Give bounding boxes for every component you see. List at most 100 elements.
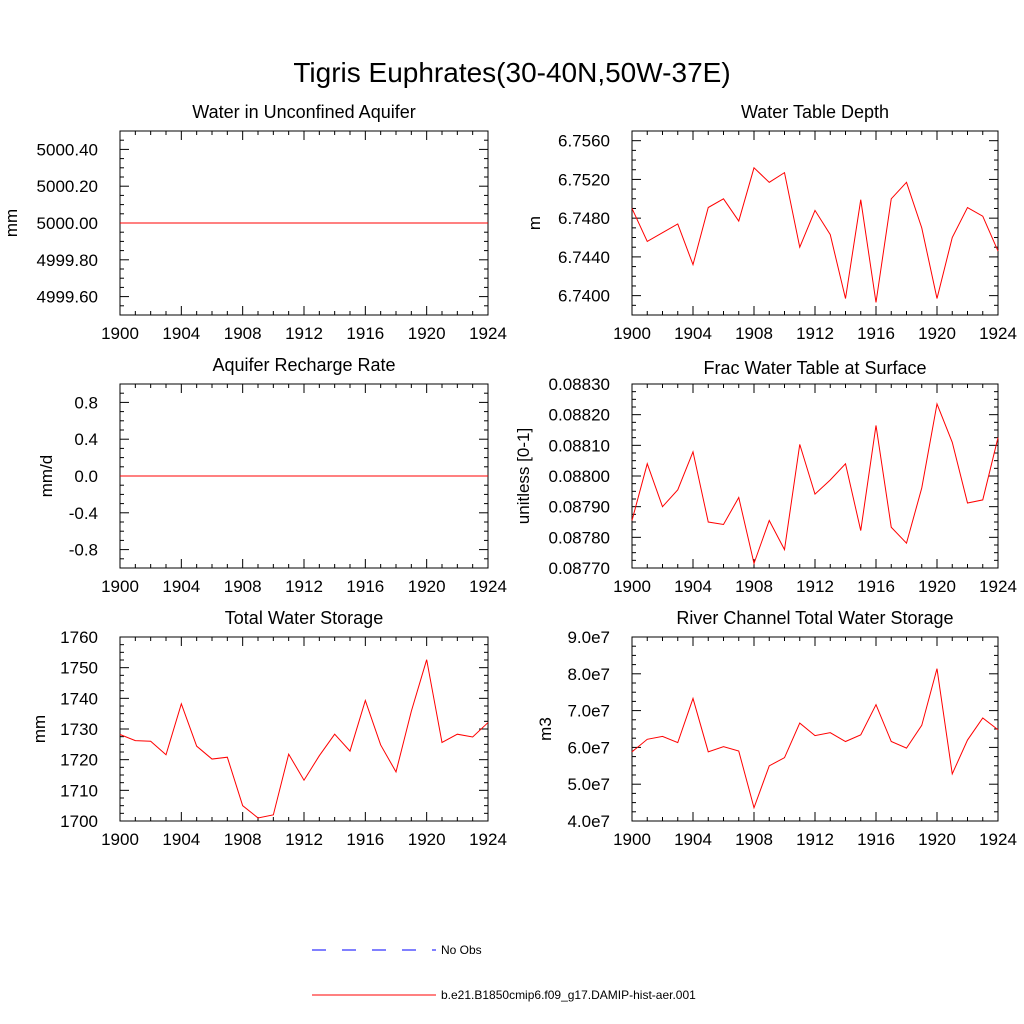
x-tick-label: 1920 (408, 830, 446, 849)
y-tick-label: 4.0e7 (567, 812, 610, 831)
x-tick-label: 1912 (285, 830, 323, 849)
y-tick-label: 6.7560 (558, 132, 610, 151)
x-tick-label: 1924 (979, 830, 1017, 849)
y-tick-label: 0.08810 (549, 436, 610, 455)
x-tick-label: 1900 (613, 324, 651, 343)
x-tick-label: 1904 (674, 830, 712, 849)
y-tick-label: 7.0e7 (567, 702, 610, 721)
x-tick-label: 1916 (346, 830, 384, 849)
x-tick-label: 1912 (285, 577, 323, 596)
panel-5: Total Water Storage 1900 1904 1908 1912 1916 1… (30, 608, 507, 849)
x-tick-label: 1900 (101, 830, 139, 849)
x-tick-label: 1904 (162, 830, 200, 849)
y-tick-label: 1720 (60, 751, 98, 770)
y-tick-label: 0.0 (74, 467, 98, 486)
x-tick-label: 1900 (101, 324, 139, 343)
panel-title: Total Water Storage (225, 608, 383, 628)
x-tick-label: 1904 (162, 324, 200, 343)
x-tick-label: 1908 (224, 577, 262, 596)
y-tick-label: 1700 (60, 812, 98, 831)
x-tick-label: 1924 (979, 577, 1017, 596)
x-tick-label: 1904 (162, 577, 200, 596)
x-tick-label: 1904 (674, 577, 712, 596)
y-tick-label: 1740 (60, 689, 98, 708)
series-line (631, 668, 999, 810)
x-tick-label: 1916 (857, 324, 895, 343)
panel-title: River Channel Total Water Storage (676, 608, 953, 628)
x-tick-label: 1900 (101, 577, 139, 596)
y-axis-label: m (525, 216, 544, 230)
x-tick-label: 1916 (857, 577, 895, 596)
x-tick-label: 1924 (469, 577, 507, 596)
y-tick-label: 0.4 (74, 430, 98, 449)
x-tick-label: 1908 (735, 577, 773, 596)
legend-label: b.e21.B1850cmip6.f09_g17.DAMIP-hist-aer.… (441, 988, 696, 1002)
x-tick-label: 1912 (796, 830, 834, 849)
x-tick-label: 1920 (918, 830, 956, 849)
x-tick-label: 1900 (613, 830, 651, 849)
y-tick-label: 6.7440 (558, 248, 610, 267)
y-tick-label: 0.08780 (549, 528, 610, 547)
panel-4: Frac Water Table at Surface 1900 1904 1908 1… (514, 358, 1017, 596)
plot-frame (631, 636, 999, 822)
y-tick-label: 0.08800 (549, 467, 610, 486)
y-tick-label: 4999.80 (37, 251, 98, 270)
y-tick-label: 1760 (60, 628, 98, 647)
x-tick-label: 1908 (224, 324, 262, 343)
y-tick-label: -0.8 (69, 541, 98, 560)
plot-frame (119, 636, 489, 822)
y-tick-label: 6.7520 (558, 170, 610, 189)
x-tick-label: 1912 (796, 577, 834, 596)
y-tick-label: 6.7480 (558, 209, 610, 228)
plot-frame (631, 130, 999, 316)
panel-2: Water Table Depth 1900 1904 1908 1912 1916 192… (525, 102, 1017, 343)
panels: Water in Unconfined Aquifer 1900 1904 1908 1… (2, 102, 1017, 849)
y-tick-label: -0.4 (69, 504, 98, 523)
panel-title: Water in Unconfined Aquifer (192, 102, 415, 122)
panel-1: Water in Unconfined Aquifer 1900 1904 1908 1… (2, 102, 507, 343)
y-tick-label: 6.0e7 (567, 738, 610, 757)
x-tick-label: 1908 (735, 324, 773, 343)
y-tick-label: 0.08830 (549, 375, 610, 394)
y-tick-label: 1750 (60, 659, 98, 678)
x-tick-label: 1916 (346, 577, 384, 596)
y-tick-label: 5.0e7 (567, 775, 610, 794)
y-tick-label: 0.8 (74, 393, 98, 412)
legend-item: No Obs (312, 943, 482, 957)
x-tick-label: 1916 (857, 830, 895, 849)
x-tick-label: 1904 (674, 324, 712, 343)
x-tick-label: 1908 (735, 830, 773, 849)
x-tick-label: 1920 (918, 577, 956, 596)
y-tick-label: 5000.40 (37, 140, 98, 159)
y-tick-label: 0.08820 (549, 406, 610, 425)
x-tick-label: 1924 (469, 830, 507, 849)
panel-6: River Channel Total Water Storage 1900 190… (536, 608, 1017, 849)
y-tick-label: 5000.20 (37, 177, 98, 196)
series-line (631, 166, 999, 303)
y-tick-label: 5000.00 (37, 214, 98, 233)
series-line (119, 659, 489, 819)
y-axis-label: m3 (536, 717, 555, 741)
y-tick-label: 8.0e7 (567, 665, 610, 684)
x-tick-label: 1924 (469, 324, 507, 343)
x-tick-label: 1920 (408, 324, 446, 343)
y-tick-label: 1730 (60, 720, 98, 739)
panel-3: Aquifer Recharge Rate 1900 1904 1908 1912 191… (37, 355, 507, 596)
x-tick-label: 1900 (613, 577, 651, 596)
y-tick-label: 6.7400 (558, 287, 610, 306)
y-tick-label: 4999.60 (37, 288, 98, 307)
x-tick-label: 1920 (408, 577, 446, 596)
x-tick-label: 1912 (796, 324, 834, 343)
panel-title: Aquifer Recharge Rate (212, 355, 395, 375)
y-axis-label: mm/d (37, 455, 56, 498)
x-tick-label: 1916 (346, 324, 384, 343)
legend-label: No Obs (441, 943, 482, 957)
x-tick-label: 1912 (285, 324, 323, 343)
legend-item: b.e21.B1850cmip6.f09_g17.DAMIP-hist-aer.… (312, 988, 696, 1002)
panel-title: Water Table Depth (741, 102, 889, 122)
legend: No Obs b.e21.B1850cmip6.f09_g17.DAMIP-his… (312, 943, 696, 1002)
y-tick-label: 0.08790 (549, 498, 610, 517)
y-axis-label: mm (2, 209, 21, 237)
figure-title: Tigris Euphrates(30-40N,50W-37E) (293, 57, 730, 88)
